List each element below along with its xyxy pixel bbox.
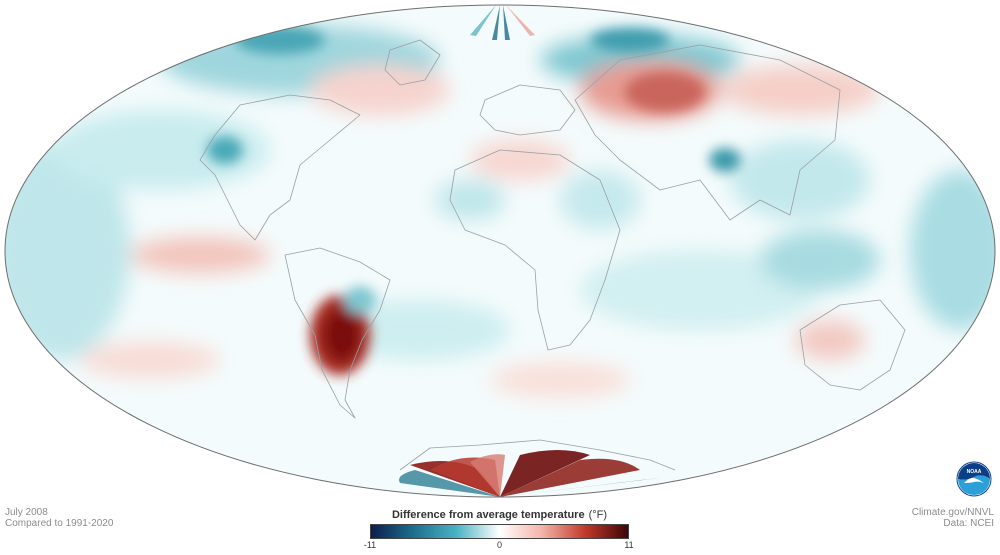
noaa-logo-icon: NOAA	[956, 461, 992, 497]
anomaly-field	[5, 5, 995, 497]
world-map	[4, 4, 996, 498]
coastlines	[199, 39, 906, 471]
australia-outline	[799, 299, 906, 391]
noaa-logo-text: NOAA	[967, 469, 982, 475]
legend-mid-label: 0	[496, 540, 503, 550]
color-legend: Difference from average temperature (°F) …	[364, 508, 634, 552]
greenland-outline	[384, 39, 441, 86]
globe-outline	[4, 4, 996, 498]
globe-background	[5, 5, 995, 497]
comparison-label: Compared to 1991-2020	[5, 518, 114, 529]
map-info: July 2008 Compared to 1991-2020	[5, 507, 113, 529]
legend-title: Difference from average temperature (°F)	[370, 508, 629, 522]
antarctica-anomaly	[399, 450, 660, 497]
legend-unit: (°F)	[588, 509, 608, 521]
legend-ticks: -11 0 11	[364, 540, 634, 552]
legend-title-text: Difference from average temperature	[391, 509, 585, 521]
site-credit: Climate.gov/NNVL	[911, 507, 994, 518]
asia-outline	[574, 44, 841, 221]
date-label: July 2008	[5, 507, 48, 518]
europe-outline	[479, 84, 576, 136]
antarctica-outline	[399, 439, 676, 471]
arctic-streaks	[470, 5, 535, 40]
africa-outline	[449, 149, 621, 351]
data-credit: Data: NCEI	[943, 518, 994, 529]
legend-max-label: 11	[624, 540, 634, 550]
north-america-outline	[199, 94, 361, 241]
legend-color-bar	[370, 524, 629, 539]
legend-min-label: -11	[363, 540, 377, 550]
south-america-outline	[284, 247, 391, 419]
credits: Climate.gov/NNVL Data: NCEI	[912, 507, 994, 529]
